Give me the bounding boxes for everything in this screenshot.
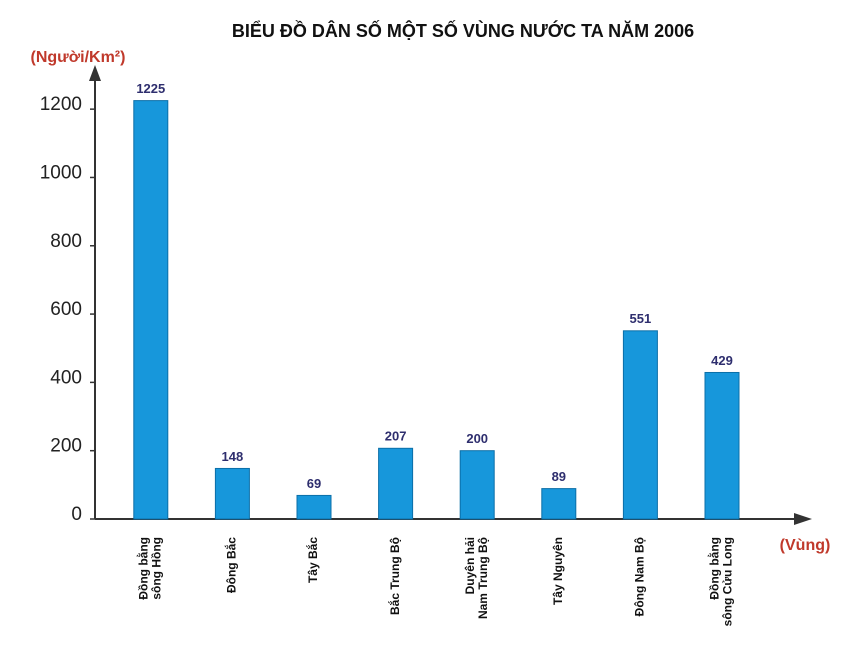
value-label: 551 [630, 311, 652, 326]
x-tick-label: sông Cửu Long [721, 537, 735, 626]
y-tick-label: 800 [50, 231, 82, 252]
chart-title: BIỂU ĐỒ DÂN SỐ MỘT SỐ VÙNG NƯỚC TA NĂM 2… [232, 20, 694, 41]
bar [296, 494, 332, 520]
x-tick-label: Nam Trung Bộ [476, 537, 490, 619]
x-axis-arrow [794, 513, 812, 525]
y-tick-label: 1000 [40, 162, 82, 183]
bar [459, 450, 495, 520]
x-axis-label: (Vùng) [780, 537, 831, 554]
bar [214, 467, 250, 520]
x-tick-label: Đồng bằng [707, 537, 722, 600]
bar [541, 488, 577, 520]
y-tick-label: 0 [71, 504, 82, 525]
x-tick-label: Đông Nam Bộ [633, 537, 647, 616]
x-tick-label: Tây Bắc [305, 537, 320, 583]
y-tick-label: 1200 [40, 94, 82, 115]
x-tick-label: Bắc Trung Bộ [387, 537, 402, 615]
y-tick-label: 400 [50, 367, 82, 388]
value-label: 1225 [136, 81, 165, 96]
x-tick-label: Đồng bằng [135, 537, 150, 600]
y-axis-label: (Người/Km²) [31, 49, 126, 66]
y-axis-arrow [89, 65, 101, 81]
value-label: 200 [466, 431, 488, 446]
x-tick-label: sông Hồng [149, 537, 163, 600]
bar [622, 330, 658, 520]
value-label: 89 [552, 469, 566, 484]
x-tick-label: Tây Nguyên [551, 537, 565, 605]
x-tick-label: Đông Bắc [224, 537, 239, 593]
bar [378, 447, 414, 520]
value-label: 148 [222, 449, 244, 464]
value-label: 69 [307, 476, 321, 491]
value-label: 207 [385, 429, 407, 444]
y-tick-label: 200 [50, 436, 82, 457]
x-tick-label: Duyên hải [463, 537, 477, 594]
bar [133, 100, 169, 520]
y-tick-label: 600 [50, 299, 82, 320]
value-label: 429 [711, 353, 733, 368]
bar [704, 371, 740, 520]
